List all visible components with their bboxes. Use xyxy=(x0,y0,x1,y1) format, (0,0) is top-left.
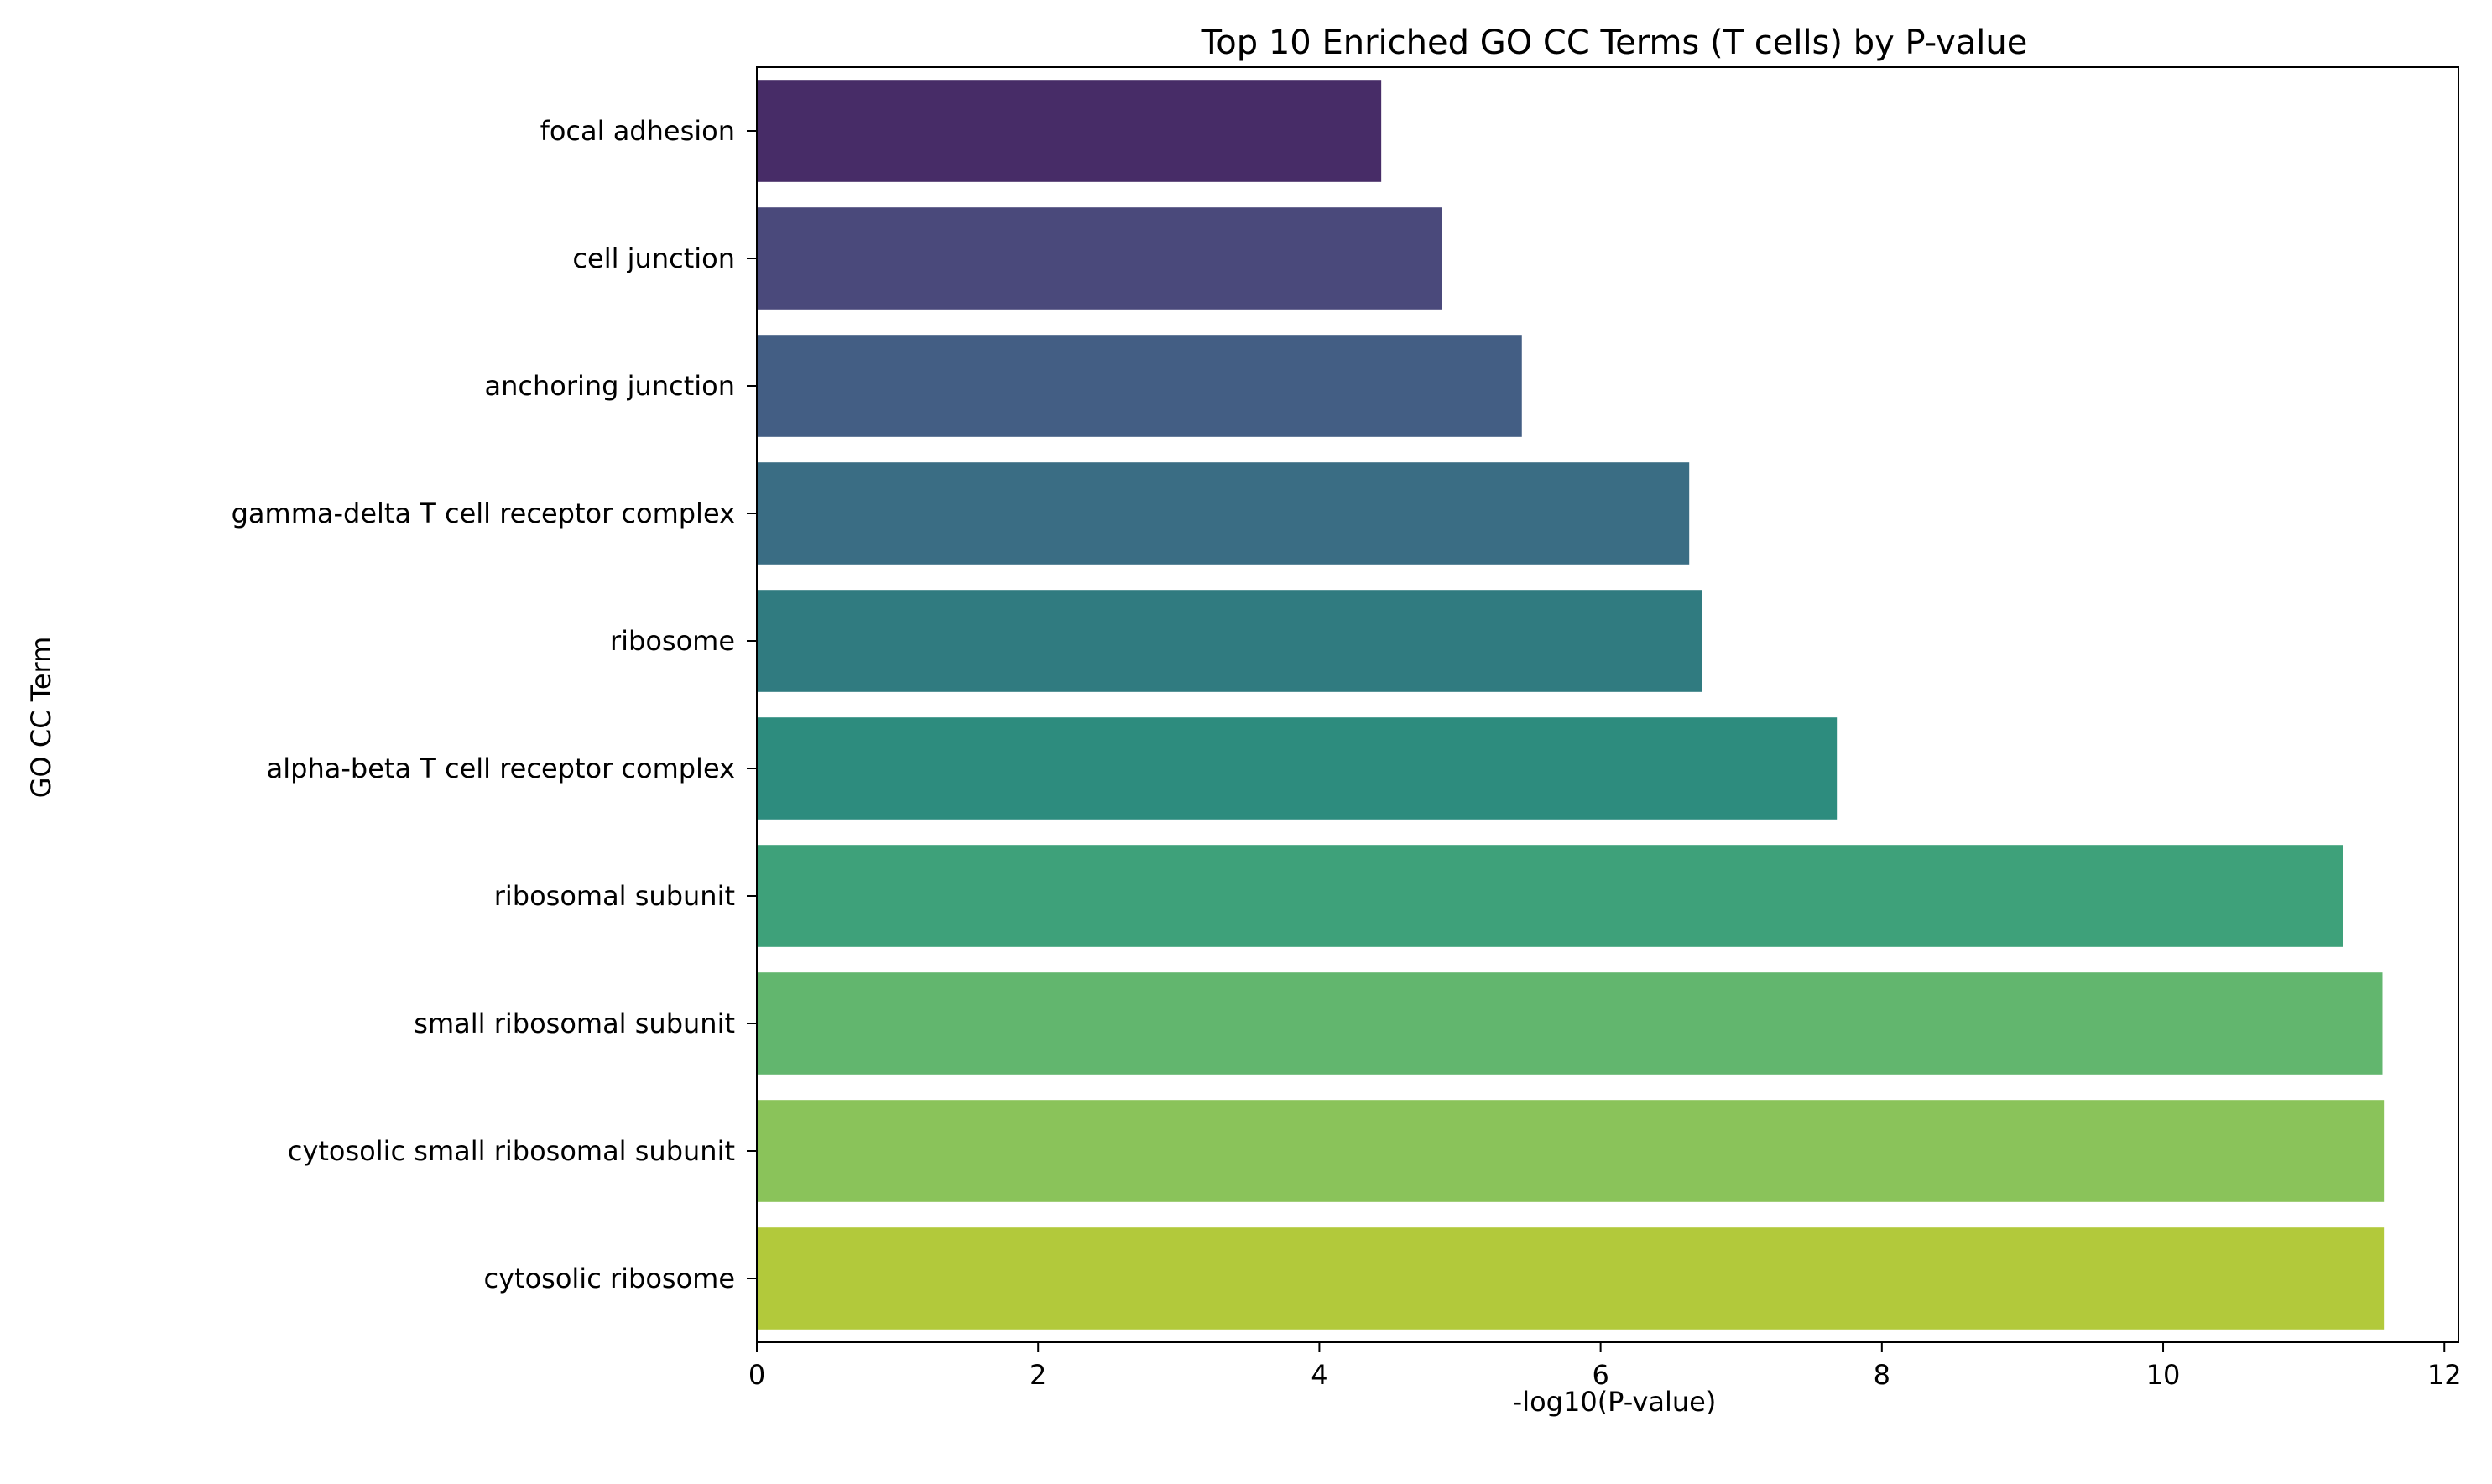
bar-7 xyxy=(757,972,2383,1075)
plot-frame xyxy=(756,66,2459,1343)
bar-5 xyxy=(757,717,1838,820)
bar-6 xyxy=(757,845,2343,947)
y-tick-label-8: cytosolic small ribosomal subunit xyxy=(288,1135,735,1167)
x-tick-label-5: 10 xyxy=(2146,1359,2181,1391)
bar-2 xyxy=(757,335,1522,437)
y-tick-label-4: ribosome xyxy=(610,625,735,657)
y-axis-label: GO CC Term xyxy=(25,637,57,799)
x-tick-label-6: 12 xyxy=(2427,1359,2462,1391)
y-tick-label-2: anchoring junction xyxy=(485,370,736,402)
bar-4 xyxy=(757,590,1702,692)
y-axis: focal adhesion cell junction anchoring jun… xyxy=(232,115,757,1294)
x-tick-label-4: 8 xyxy=(1874,1359,1890,1391)
x-tick-label-2: 4 xyxy=(1311,1359,1327,1391)
bar-0 xyxy=(757,80,1382,182)
chart-title: Top 10 Enriched GO CC Terms (T cells) by… xyxy=(1201,23,2028,62)
bars-group xyxy=(757,80,2385,1330)
y-tick-label-5: alpha-beta T cell receptor complex xyxy=(267,752,735,784)
x-tick-label-3: 6 xyxy=(1592,1359,1608,1391)
y-tick-label-0: focal adhesion xyxy=(540,115,735,147)
x-tick-label-0: 0 xyxy=(748,1359,765,1391)
bar-8 xyxy=(757,1100,2385,1202)
bar-9 xyxy=(757,1227,2385,1330)
y-tick-label-7: small ribosomal subunit xyxy=(414,1008,735,1039)
y-tick-label-9: cytosolic ribosome xyxy=(484,1263,736,1294)
bar-1 xyxy=(757,207,1442,310)
x-tick-label-1: 2 xyxy=(1030,1359,1046,1391)
x-axis-label: -log10(P-value) xyxy=(1513,1386,1717,1418)
y-tick-label-1: cell junction xyxy=(572,242,735,274)
bar-3 xyxy=(757,462,1690,565)
x-axis: 0 2 4 6 8 10 12 xyxy=(748,1342,2462,1391)
y-tick-label-3: gamma-delta T cell receptor complex xyxy=(232,497,735,529)
y-tick-label-6: ribosomal subunit xyxy=(494,880,735,912)
